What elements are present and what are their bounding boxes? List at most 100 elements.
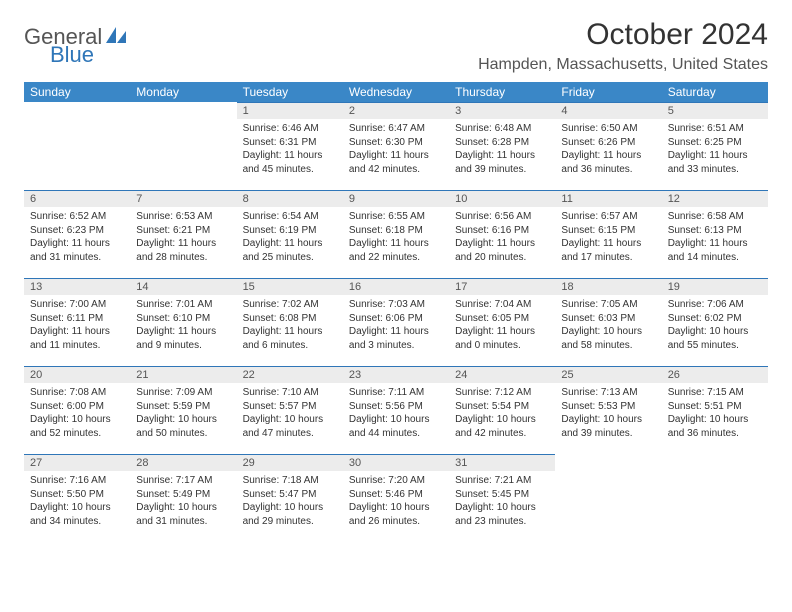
daylight-text: Daylight: 11 hours and 45 minutes. bbox=[243, 149, 337, 176]
day-details: Sunrise: 7:12 AMSunset: 5:54 PMDaylight:… bbox=[449, 383, 555, 446]
sunset-text: Sunset: 5:49 PM bbox=[136, 488, 230, 502]
sunrise-text: Sunrise: 7:04 AM bbox=[455, 298, 549, 312]
day-number: 29 bbox=[237, 454, 343, 471]
daylight-text: Daylight: 10 hours and 50 minutes. bbox=[136, 413, 230, 440]
sunrise-text: Sunrise: 7:20 AM bbox=[349, 474, 443, 488]
sunset-text: Sunset: 6:28 PM bbox=[455, 136, 549, 150]
day-details: Sunrise: 7:11 AMSunset: 5:56 PMDaylight:… bbox=[343, 383, 449, 446]
sunrise-text: Sunrise: 7:12 AM bbox=[455, 386, 549, 400]
day-number: 20 bbox=[24, 366, 130, 383]
daylight-text: Daylight: 11 hours and 39 minutes. bbox=[455, 149, 549, 176]
calendar-day-cell: 19Sunrise: 7:06 AMSunset: 6:02 PMDayligh… bbox=[662, 278, 768, 366]
day-number: 3 bbox=[449, 102, 555, 119]
sunset-text: Sunset: 6:00 PM bbox=[30, 400, 124, 414]
day-number: 28 bbox=[130, 454, 236, 471]
day-details: Sunrise: 7:06 AMSunset: 6:02 PMDaylight:… bbox=[662, 295, 768, 358]
calendar-day-cell: 26Sunrise: 7:15 AMSunset: 5:51 PMDayligh… bbox=[662, 366, 768, 454]
day-details: Sunrise: 7:16 AMSunset: 5:50 PMDaylight:… bbox=[24, 471, 130, 534]
day-number: 7 bbox=[130, 190, 236, 207]
daylight-text: Daylight: 10 hours and 26 minutes. bbox=[349, 501, 443, 528]
sunset-text: Sunset: 5:53 PM bbox=[561, 400, 655, 414]
weekday-header: Sunday bbox=[24, 82, 130, 102]
sunrise-text: Sunrise: 7:00 AM bbox=[30, 298, 124, 312]
calendar-day-cell: 24Sunrise: 7:12 AMSunset: 5:54 PMDayligh… bbox=[449, 366, 555, 454]
sunrise-text: Sunrise: 7:10 AM bbox=[243, 386, 337, 400]
daylight-text: Daylight: 11 hours and 28 minutes. bbox=[136, 237, 230, 264]
daylight-text: Daylight: 10 hours and 34 minutes. bbox=[30, 501, 124, 528]
day-details: Sunrise: 6:58 AMSunset: 6:13 PMDaylight:… bbox=[662, 207, 768, 270]
sunrise-text: Sunrise: 6:48 AM bbox=[455, 122, 549, 136]
day-details: Sunrise: 7:08 AMSunset: 6:00 PMDaylight:… bbox=[24, 383, 130, 446]
day-number: 25 bbox=[555, 366, 661, 383]
day-number: 19 bbox=[662, 278, 768, 295]
sunrise-text: Sunrise: 6:57 AM bbox=[561, 210, 655, 224]
sunset-text: Sunset: 6:10 PM bbox=[136, 312, 230, 326]
calendar-week-row: 6Sunrise: 6:52 AMSunset: 6:23 PMDaylight… bbox=[24, 190, 768, 278]
day-details: Sunrise: 7:17 AMSunset: 5:49 PMDaylight:… bbox=[130, 471, 236, 534]
calendar-day-cell: 5Sunrise: 6:51 AMSunset: 6:25 PMDaylight… bbox=[662, 102, 768, 190]
day-number: 17 bbox=[449, 278, 555, 295]
sunrise-text: Sunrise: 7:06 AM bbox=[668, 298, 762, 312]
logo-sail-icon bbox=[106, 25, 128, 50]
daylight-text: Daylight: 10 hours and 29 minutes. bbox=[243, 501, 337, 528]
sunset-text: Sunset: 5:45 PM bbox=[455, 488, 549, 502]
calendar-day-cell: 13Sunrise: 7:00 AMSunset: 6:11 PMDayligh… bbox=[24, 278, 130, 366]
day-number: 9 bbox=[343, 190, 449, 207]
sunset-text: Sunset: 6:05 PM bbox=[455, 312, 549, 326]
calendar-day-cell bbox=[662, 454, 768, 542]
calendar-day-cell: 21Sunrise: 7:09 AMSunset: 5:59 PMDayligh… bbox=[130, 366, 236, 454]
calendar-day-cell: 25Sunrise: 7:13 AMSunset: 5:53 PMDayligh… bbox=[555, 366, 661, 454]
daylight-text: Daylight: 11 hours and 22 minutes. bbox=[349, 237, 443, 264]
day-number: 16 bbox=[343, 278, 449, 295]
location: Hampden, Massachusetts, United States bbox=[478, 56, 768, 74]
daylight-text: Daylight: 11 hours and 11 minutes. bbox=[30, 325, 124, 352]
sunset-text: Sunset: 6:15 PM bbox=[561, 224, 655, 238]
calendar-day-cell: 11Sunrise: 6:57 AMSunset: 6:15 PMDayligh… bbox=[555, 190, 661, 278]
sunset-text: Sunset: 5:56 PM bbox=[349, 400, 443, 414]
day-details: Sunrise: 6:55 AMSunset: 6:18 PMDaylight:… bbox=[343, 207, 449, 270]
weekday-header-row: Sunday Monday Tuesday Wednesday Thursday… bbox=[24, 82, 768, 102]
sunset-text: Sunset: 6:26 PM bbox=[561, 136, 655, 150]
daylight-text: Daylight: 10 hours and 52 minutes. bbox=[30, 413, 124, 440]
weekday-header: Saturday bbox=[662, 82, 768, 102]
day-number: 4 bbox=[555, 102, 661, 119]
daylight-text: Daylight: 10 hours and 39 minutes. bbox=[561, 413, 655, 440]
sunset-text: Sunset: 6:03 PM bbox=[561, 312, 655, 326]
sunset-text: Sunset: 6:13 PM bbox=[668, 224, 762, 238]
day-number: 5 bbox=[662, 102, 768, 119]
calendar-day-cell: 10Sunrise: 6:56 AMSunset: 6:16 PMDayligh… bbox=[449, 190, 555, 278]
daylight-text: Daylight: 11 hours and 14 minutes. bbox=[668, 237, 762, 264]
day-number: 10 bbox=[449, 190, 555, 207]
sunset-text: Sunset: 6:31 PM bbox=[243, 136, 337, 150]
day-number: 6 bbox=[24, 190, 130, 207]
day-number: 30 bbox=[343, 454, 449, 471]
logo-text-blue: Blue bbox=[50, 42, 94, 67]
day-number: 13 bbox=[24, 278, 130, 295]
calendar-day-cell: 22Sunrise: 7:10 AMSunset: 5:57 PMDayligh… bbox=[237, 366, 343, 454]
daylight-text: Daylight: 11 hours and 6 minutes. bbox=[243, 325, 337, 352]
day-number: 31 bbox=[449, 454, 555, 471]
calendar-day-cell: 15Sunrise: 7:02 AMSunset: 6:08 PMDayligh… bbox=[237, 278, 343, 366]
day-details: Sunrise: 6:51 AMSunset: 6:25 PMDaylight:… bbox=[662, 119, 768, 182]
day-number: 11 bbox=[555, 190, 661, 207]
daylight-text: Daylight: 11 hours and 36 minutes. bbox=[561, 149, 655, 176]
calendar-day-cell: 1Sunrise: 6:46 AMSunset: 6:31 PMDaylight… bbox=[237, 102, 343, 190]
sunrise-text: Sunrise: 6:47 AM bbox=[349, 122, 443, 136]
day-details: Sunrise: 6:56 AMSunset: 6:16 PMDaylight:… bbox=[449, 207, 555, 270]
sunrise-text: Sunrise: 6:46 AM bbox=[243, 122, 337, 136]
sunrise-text: Sunrise: 6:50 AM bbox=[561, 122, 655, 136]
sunrise-text: Sunrise: 7:21 AM bbox=[455, 474, 549, 488]
weekday-header: Tuesday bbox=[237, 82, 343, 102]
sunrise-text: Sunrise: 7:01 AM bbox=[136, 298, 230, 312]
calendar-day-cell: 28Sunrise: 7:17 AMSunset: 5:49 PMDayligh… bbox=[130, 454, 236, 542]
day-details: Sunrise: 7:18 AMSunset: 5:47 PMDaylight:… bbox=[237, 471, 343, 534]
day-details: Sunrise: 7:09 AMSunset: 5:59 PMDaylight:… bbox=[130, 383, 236, 446]
weekday-header: Thursday bbox=[449, 82, 555, 102]
day-details: Sunrise: 7:21 AMSunset: 5:45 PMDaylight:… bbox=[449, 471, 555, 534]
daylight-text: Daylight: 10 hours and 36 minutes. bbox=[668, 413, 762, 440]
daylight-text: Daylight: 11 hours and 33 minutes. bbox=[668, 149, 762, 176]
calendar-day-cell: 16Sunrise: 7:03 AMSunset: 6:06 PMDayligh… bbox=[343, 278, 449, 366]
daylight-text: Daylight: 11 hours and 9 minutes. bbox=[136, 325, 230, 352]
sunrise-text: Sunrise: 6:55 AM bbox=[349, 210, 443, 224]
sunrise-text: Sunrise: 7:09 AM bbox=[136, 386, 230, 400]
